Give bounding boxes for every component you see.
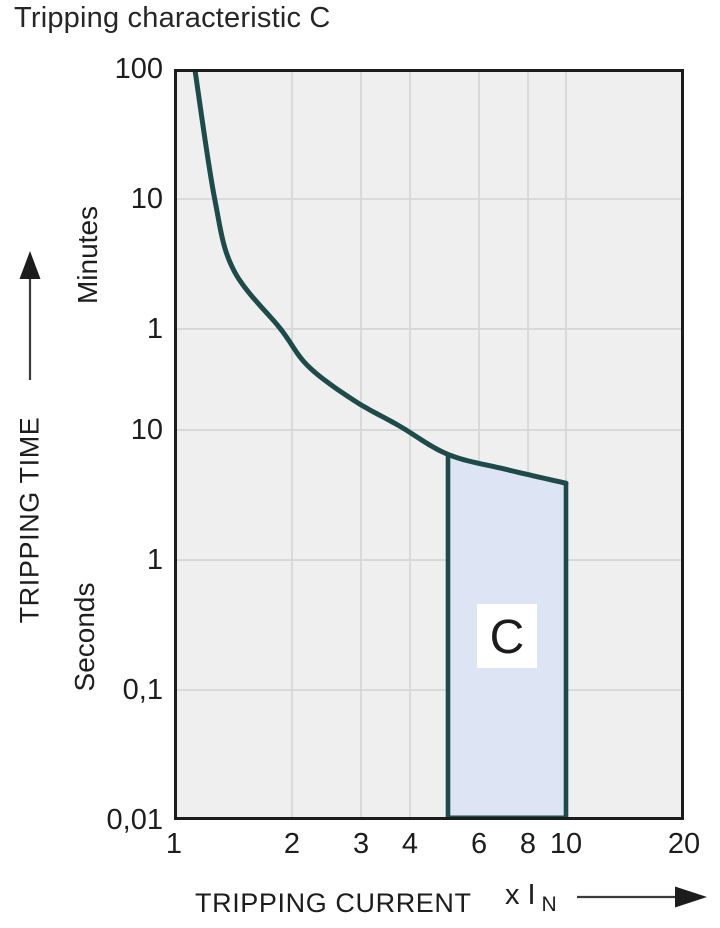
y-axis-title: TRIPPING TIME: [14, 416, 45, 624]
x-axis-unit: x I N: [505, 879, 557, 917]
y-tick-label: 0,1: [122, 674, 163, 707]
plot-area: C: [174, 69, 684, 820]
y-tick-label: 1: [146, 544, 163, 577]
chart-title: Tripping characteristic C: [14, 2, 331, 34]
region-c-label-background: [476, 604, 537, 668]
y-axis-unit-minutes: Minutes: [72, 205, 103, 305]
y-tick-label: 100: [114, 53, 163, 85]
plot-frame: [174, 69, 684, 820]
y-tick-label: 0,01: [106, 804, 163, 836]
right-arrow-icon: [577, 886, 707, 908]
y-tick-label: 1: [146, 312, 163, 345]
x-tick-label: 2: [283, 828, 301, 860]
x-tick-label: 20: [667, 828, 701, 860]
x-tick-label: 10: [549, 828, 583, 860]
x-tick-label: 8: [519, 828, 537, 860]
x-axis-unit-text: x I: [505, 879, 536, 911]
x-axis-unit-subscript: N: [541, 893, 557, 916]
x-tick-label: 6: [470, 828, 488, 860]
x-tick-label: 3: [352, 828, 370, 860]
y-tick-label: 10: [130, 414, 163, 447]
x-axis-title: TRIPPING CURRENT: [195, 888, 472, 918]
x-tick-label: 1: [165, 828, 183, 860]
x-tick-label: 4: [401, 828, 419, 860]
tripping-curve: [192, 69, 569, 486]
y-tick-label: 10: [130, 182, 163, 215]
region-c-label: C: [490, 611, 525, 664]
up-arrow-icon: [19, 251, 41, 380]
